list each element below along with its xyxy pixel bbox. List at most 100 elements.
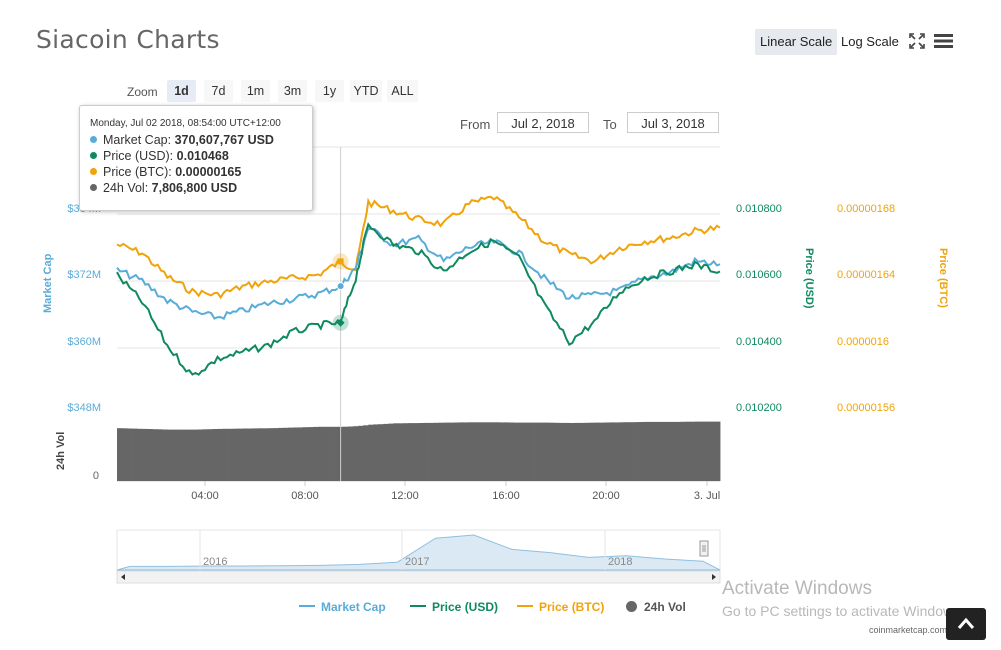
volume-bar bbox=[438, 422, 445, 481]
volume-bar bbox=[483, 422, 490, 481]
volume-bar bbox=[579, 422, 585, 481]
price-btc-axis-title: Price (BTC) bbox=[937, 248, 949, 308]
tooltip-label: Market Cap: bbox=[103, 133, 172, 147]
market-cap-marker bbox=[336, 282, 345, 291]
volume-tick-label: 0 bbox=[93, 470, 99, 482]
volume-bar bbox=[282, 427, 289, 481]
volume-bar bbox=[649, 421, 656, 481]
zoom-1m-button[interactable]: 1m bbox=[241, 80, 270, 102]
fullscreen-icon[interactable] bbox=[909, 33, 925, 54]
zoom-1y-button[interactable]: 1y bbox=[315, 80, 344, 102]
volume-bar bbox=[704, 421, 711, 481]
volume-bar bbox=[177, 429, 183, 481]
volume-bar bbox=[624, 422, 630, 481]
price-btc-marker bbox=[337, 258, 344, 265]
market-cap-tick-label: $360M bbox=[67, 336, 101, 348]
volume-bar bbox=[187, 429, 193, 481]
volume-bar bbox=[348, 426, 354, 481]
legend-price-btc[interactable]: Price (BTC) bbox=[517, 600, 604, 614]
zoom-1d-button[interactable]: 1d bbox=[167, 80, 196, 102]
volume-bar bbox=[197, 429, 203, 481]
from-date-input[interactable]: Jul 2, 2018 bbox=[497, 112, 589, 133]
volume-bar bbox=[257, 428, 264, 481]
series-line-price-btc bbox=[116, 195, 721, 300]
zoom-ytd-button[interactable]: YTD bbox=[350, 80, 382, 102]
volume-bar bbox=[418, 423, 424, 481]
log-scale-button[interactable]: Log Scale bbox=[841, 34, 899, 49]
legend-price-usd[interactable]: Price (USD) bbox=[410, 600, 498, 614]
volume-bar bbox=[318, 426, 324, 481]
volume-bar bbox=[488, 422, 495, 481]
volume-bar bbox=[247, 428, 254, 481]
hamburger-menu-icon[interactable] bbox=[934, 33, 954, 54]
volume-bar bbox=[574, 422, 580, 481]
market-cap-dot-icon bbox=[90, 136, 97, 143]
volume-bar bbox=[529, 422, 535, 481]
volume-bar bbox=[157, 429, 163, 481]
volume-bar bbox=[669, 421, 676, 481]
volume-bar bbox=[328, 426, 334, 481]
volume-bar bbox=[222, 428, 228, 481]
market-cap-tick-label: $348M bbox=[67, 402, 101, 414]
volume-bar bbox=[498, 422, 505, 481]
volume-bar bbox=[333, 426, 339, 481]
volume-bar bbox=[353, 426, 359, 481]
volume-bar bbox=[117, 428, 123, 481]
volume-axis-title: 24h Vol bbox=[55, 432, 67, 470]
volume-bar bbox=[569, 423, 575, 481]
price-btc-tick-label: 0.0000016 bbox=[837, 336, 889, 348]
x-tick-label: 16:00 bbox=[492, 490, 520, 502]
volume-bar bbox=[554, 422, 560, 481]
zoom-label: Zoom bbox=[127, 85, 158, 99]
volume-bar bbox=[267, 428, 274, 481]
volume-bar bbox=[674, 421, 681, 481]
volume-bar bbox=[614, 422, 620, 481]
volume-bar bbox=[599, 422, 605, 481]
zoom-7d-button[interactable]: 7d bbox=[204, 80, 233, 102]
volume-bar bbox=[172, 429, 178, 481]
volume-bar bbox=[463, 422, 470, 481]
volume-bar bbox=[142, 428, 148, 481]
volume-bar bbox=[262, 428, 269, 481]
legend-volume[interactable]: 24h Vol bbox=[626, 600, 686, 614]
navigator-handle[interactable] bbox=[699, 540, 709, 557]
volume-bar bbox=[132, 428, 138, 481]
page-title: Siacoin Charts bbox=[36, 25, 220, 54]
linear-scale-button[interactable]: Linear Scale bbox=[755, 29, 838, 55]
to-label: To bbox=[603, 117, 617, 132]
market-cap-tick-label: $372M bbox=[67, 269, 101, 281]
line-icon bbox=[299, 605, 315, 607]
navigator-scrollbar[interactable] bbox=[116, 570, 721, 584]
tooltip-value: 0.010468 bbox=[176, 149, 229, 163]
tooltip-row-price-usd: Price (USD): 0.010468 bbox=[90, 148, 312, 164]
scroll-left-icon[interactable] bbox=[121, 574, 125, 580]
price-btc-dot-icon bbox=[90, 168, 97, 175]
volume-bar bbox=[363, 425, 369, 481]
volume-bar bbox=[539, 422, 545, 481]
volume-bar bbox=[594, 422, 600, 481]
navigator-area bbox=[116, 534, 721, 571]
volume-bar bbox=[378, 424, 384, 481]
price-usd-tick-label: 0.010200 bbox=[736, 402, 782, 414]
scroll-right-icon[interactable] bbox=[712, 574, 716, 580]
legend-label: Price (USD) bbox=[432, 600, 499, 614]
price-usd-marker bbox=[336, 318, 345, 327]
volume-bar bbox=[664, 421, 671, 481]
volume-bar bbox=[549, 422, 555, 481]
tooltip-row-market-cap: Market Cap: 370,607,767 USD bbox=[90, 132, 312, 148]
credit-link[interactable]: coinmarketcap.com bbox=[869, 625, 948, 635]
volume-bar bbox=[297, 427, 304, 481]
volume-bar bbox=[448, 422, 455, 481]
price-usd-tick-label: 0.010400 bbox=[736, 336, 782, 348]
price-usd-dot-icon bbox=[90, 152, 97, 159]
tooltip-value: 0.00000165 bbox=[175, 165, 242, 179]
scroll-to-top-button[interactable] bbox=[946, 608, 986, 640]
zoom-all-button[interactable]: ALL bbox=[387, 80, 418, 102]
to-date-input[interactable]: Jul 3, 2018 bbox=[627, 112, 719, 133]
volume-bar bbox=[644, 421, 651, 481]
volume-bar bbox=[323, 426, 329, 481]
legend-market-cap[interactable]: Market Cap bbox=[299, 600, 386, 614]
volume-bar bbox=[564, 422, 570, 481]
zoom-3m-button[interactable]: 3m bbox=[278, 80, 307, 102]
